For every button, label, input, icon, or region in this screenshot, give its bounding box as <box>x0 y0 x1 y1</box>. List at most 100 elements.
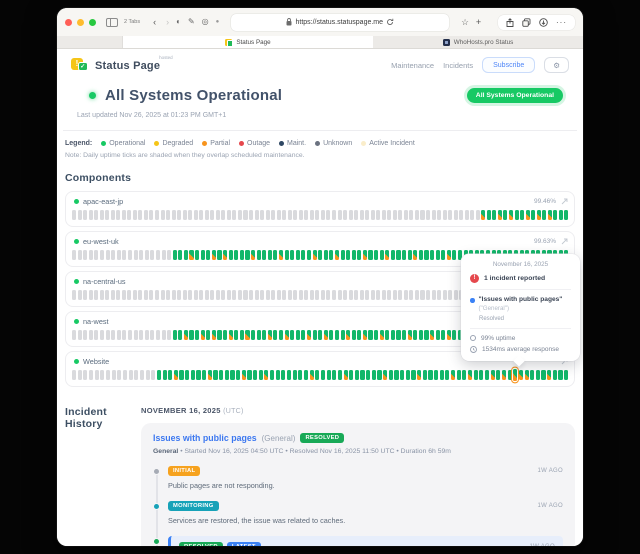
uptime-tick[interactable] <box>88 370 94 380</box>
uptime-tick[interactable] <box>151 370 156 380</box>
uptime-tick[interactable] <box>144 250 149 260</box>
uptime-tick[interactable] <box>402 330 407 340</box>
uptime-tick[interactable] <box>256 330 261 340</box>
uptime-tick[interactable] <box>121 210 126 220</box>
reader-icon[interactable]: ◐ <box>176 17 181 26</box>
uptime-tick[interactable] <box>72 210 77 220</box>
uptime-tick[interactable] <box>346 330 351 340</box>
uptime-tick[interactable] <box>213 370 218 380</box>
uptime-tick[interactable] <box>376 210 381 220</box>
uptime-tick[interactable] <box>195 250 200 260</box>
uptime-tick[interactable] <box>247 370 252 380</box>
uptime-tick[interactable] <box>452 330 457 340</box>
uptime-tick[interactable] <box>239 250 244 260</box>
uptime-tick[interactable] <box>492 210 497 220</box>
uptime-tick[interactable] <box>223 330 228 340</box>
uptime-tick[interactable] <box>420 210 425 220</box>
uptime-tick[interactable] <box>428 370 433 380</box>
uptime-tick[interactable] <box>83 370 88 380</box>
uptime-tick[interactable] <box>301 250 306 260</box>
uptime-tick[interactable] <box>145 370 150 380</box>
uptime-tick[interactable] <box>435 250 440 260</box>
uptime-tick[interactable] <box>326 210 331 220</box>
uptime-tick[interactable] <box>337 210 342 220</box>
uptime-tick[interactable] <box>143 210 148 220</box>
uptime-tick[interactable] <box>490 370 495 380</box>
uptime-tick[interactable] <box>149 210 154 220</box>
uptime-tick[interactable] <box>223 250 228 260</box>
uptime-tick[interactable] <box>160 290 165 300</box>
uptime-tick[interactable] <box>457 250 463 260</box>
uptime-tick[interactable] <box>332 370 337 380</box>
uptime-tick[interactable] <box>312 330 317 340</box>
uptime-tick[interactable] <box>172 250 177 260</box>
uptime-tick[interactable] <box>111 250 116 260</box>
uptime-tick[interactable] <box>122 330 127 340</box>
uptime-tick[interactable] <box>258 370 263 380</box>
uptime-tick[interactable] <box>346 250 351 260</box>
uptime-tick[interactable] <box>418 250 423 260</box>
uptime-tick[interactable] <box>426 290 431 300</box>
uptime-tick[interactable] <box>116 250 121 260</box>
uptime-tick[interactable] <box>249 290 254 300</box>
nav-maintenance[interactable]: Maintenance <box>391 60 435 70</box>
uptime-tick[interactable] <box>442 210 447 220</box>
uptime-tick[interactable] <box>196 370 201 380</box>
uptime-tick[interactable] <box>105 330 110 340</box>
uptime-tick[interactable] <box>392 210 397 220</box>
uptime-tick[interactable] <box>193 290 198 300</box>
uptime-tick[interactable] <box>254 210 259 220</box>
uptime-tick[interactable] <box>368 330 373 340</box>
uptime-tick[interactable] <box>116 330 121 340</box>
uptime-tick[interactable] <box>422 370 427 380</box>
uptime-tick[interactable] <box>167 250 172 260</box>
uptime-tick[interactable] <box>188 290 193 300</box>
uptime-tick[interactable] <box>276 290 281 300</box>
uptime-tick[interactable] <box>111 330 116 340</box>
uptime-tick[interactable] <box>189 330 194 340</box>
uptime-tick[interactable] <box>206 330 211 340</box>
uptime-tick[interactable] <box>558 370 563 380</box>
uptime-tick[interactable] <box>265 290 270 300</box>
uptime-tick[interactable] <box>360 370 365 380</box>
uptime-tick[interactable] <box>442 290 447 300</box>
uptime-tick[interactable] <box>388 370 393 380</box>
uptime-tick[interactable] <box>450 370 456 380</box>
uptime-tick[interactable] <box>200 250 205 260</box>
uptime-tick[interactable] <box>199 290 204 300</box>
uptime-tick[interactable] <box>133 250 138 260</box>
uptime-tick[interactable] <box>290 330 295 340</box>
uptime-tick[interactable] <box>122 250 127 260</box>
uptime-tick[interactable] <box>177 210 182 220</box>
uptime-tick[interactable] <box>508 210 513 220</box>
pinned-extension-icon[interactable]: ● <box>215 19 220 25</box>
uptime-tick[interactable] <box>133 330 138 340</box>
uptime-tick[interactable] <box>387 210 392 220</box>
uptime-tick[interactable] <box>269 370 275 380</box>
uptime-tick[interactable] <box>411 370 416 380</box>
uptime-tick[interactable] <box>167 330 172 340</box>
sidebar-icon[interactable] <box>106 17 118 27</box>
uptime-tick[interactable] <box>154 210 159 220</box>
uptime-tick[interactable] <box>446 250 451 260</box>
uptime-tick[interactable] <box>370 290 375 300</box>
uptime-tick[interactable] <box>434 370 439 380</box>
uptime-tick[interactable] <box>343 370 348 380</box>
uptime-tick[interactable] <box>334 250 339 260</box>
uptime-tick[interactable] <box>385 250 390 260</box>
uptime-tick[interactable] <box>376 290 381 300</box>
uptime-tick[interactable] <box>303 370 309 380</box>
uptime-tick[interactable] <box>354 210 359 220</box>
uptime-tick[interactable] <box>99 250 105 260</box>
uptime-tick[interactable] <box>172 330 177 340</box>
uptime-tick[interactable] <box>237 210 242 220</box>
uptime-tick[interactable] <box>99 330 105 340</box>
uptime-tick[interactable] <box>121 290 126 300</box>
uptime-tick[interactable] <box>334 330 339 340</box>
uptime-tick[interactable] <box>228 250 233 260</box>
uptime-tick[interactable] <box>343 210 348 220</box>
uptime-tick[interactable] <box>362 330 367 340</box>
uptime-tick[interactable] <box>77 370 82 380</box>
uptime-tick[interactable] <box>470 210 475 220</box>
uptime-tick[interactable] <box>309 370 314 380</box>
